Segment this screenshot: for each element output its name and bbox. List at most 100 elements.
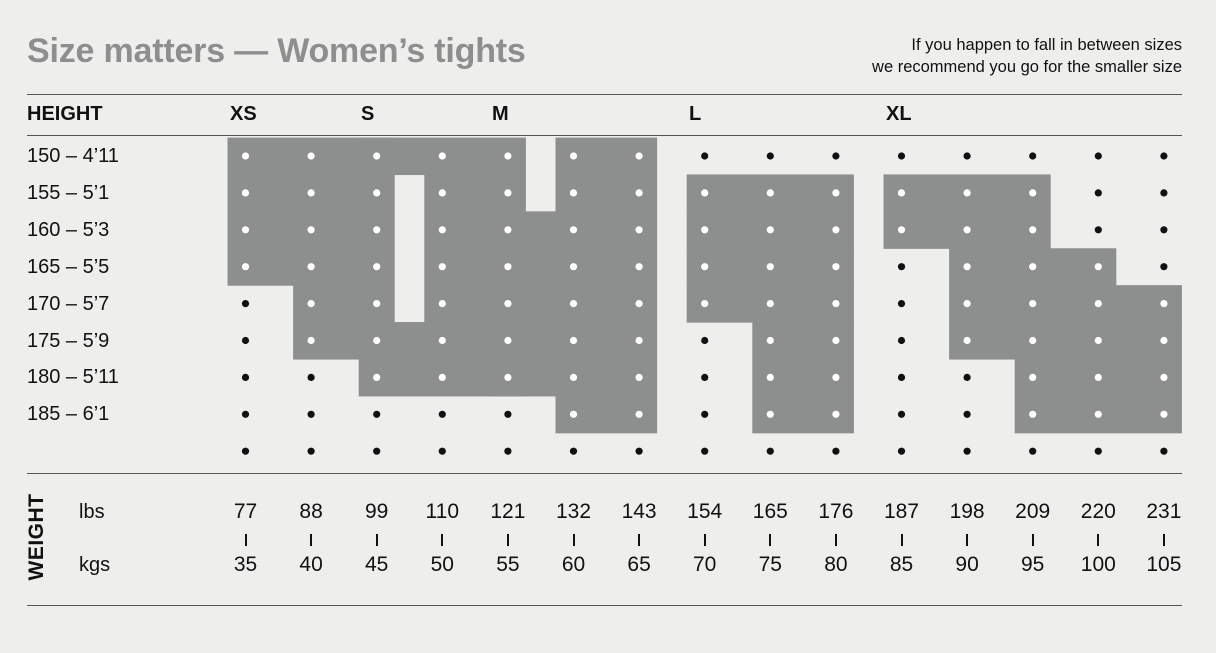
kgs-tick-label: 60: [561, 553, 586, 576]
grid-dot: [766, 152, 774, 160]
grid-dot: [1160, 300, 1168, 308]
grid-dot: [832, 152, 840, 160]
grid-dot: [897, 226, 906, 234]
weight-tick: [1162, 534, 1165, 546]
grid-dot: [701, 300, 709, 308]
grid-dot: [897, 447, 906, 455]
height-column-header: HEIGHT: [27, 103, 103, 125]
grid-dot: [438, 373, 446, 381]
lbs-tick-label: 88: [299, 500, 323, 523]
grid-dot: [307, 373, 315, 381]
grid-dot: [373, 300, 381, 308]
grid-dot: [1094, 226, 1102, 234]
grid-dot: [635, 410, 643, 418]
grid-dot: [1160, 373, 1168, 381]
grid-dot: [307, 410, 315, 418]
grid-dot: [241, 373, 250, 381]
height-row-label: 165 – 5’5: [27, 256, 110, 278]
grid-dot: [569, 263, 578, 271]
grid-dot: [1094, 189, 1102, 197]
grid-dot: [897, 336, 906, 345]
grid-dot: [569, 189, 578, 197]
weight-tick: [244, 534, 247, 546]
size-header-l: L: [689, 103, 702, 125]
weight-tick: [441, 534, 444, 546]
grid-dot: [701, 336, 709, 345]
grid-dot: [1029, 373, 1037, 381]
grid-dot: [241, 263, 250, 271]
grid-dot: [569, 447, 578, 455]
grid-dot: [1160, 152, 1168, 160]
sizing-note: If you happen to fall in between sizes w…: [872, 34, 1182, 78]
grid-dot: [701, 189, 709, 197]
lbs-tick-label: 187: [883, 500, 920, 523]
grid-dot: [1029, 189, 1037, 197]
grid-dot: [504, 263, 512, 271]
grid-dot: [1029, 336, 1037, 345]
grid-dot: [832, 410, 840, 418]
weight-tick: [506, 534, 509, 546]
bottom-rule: [27, 605, 1182, 606]
height-row-label: 155 – 5’1: [27, 182, 110, 204]
grid-dot: [504, 373, 512, 381]
grid-dot: [635, 373, 643, 381]
grid-dot: [373, 263, 381, 271]
height-row-label: 160 – 5’3: [27, 219, 110, 241]
header-rule: [27, 135, 1182, 136]
lbs-tick-label: 176: [818, 500, 854, 523]
grid-dot: [832, 447, 840, 455]
grid-dot: [504, 152, 512, 160]
top-rule: [27, 94, 1182, 95]
kgs-tick-label: 80: [824, 553, 848, 576]
grid-dot: [766, 410, 774, 418]
grid-dot: [766, 189, 774, 197]
grid-dot: [569, 373, 578, 381]
grid-dot: [1094, 447, 1102, 455]
grid-dot: [241, 300, 250, 308]
height-row-label: 175 – 5’9: [27, 330, 110, 352]
grid-dot: [701, 226, 709, 234]
height-row-label: 180 – 5’11: [27, 366, 119, 388]
grid-dot: [569, 336, 578, 345]
kgs-tick-label: 95: [1021, 553, 1045, 576]
grid-dot: [963, 263, 971, 271]
grid-dot: [963, 336, 971, 345]
weight-tick: [375, 534, 378, 546]
kgs-tick-label: 45: [365, 553, 389, 576]
grid-dot: [1094, 373, 1102, 381]
weight-tick: [1097, 534, 1100, 546]
weight-tick: [310, 534, 313, 546]
kgs-tick-label: 100: [1080, 553, 1116, 576]
grid-dot: [373, 447, 381, 455]
weight-tick: [966, 534, 969, 546]
grid-dot: [1160, 226, 1168, 234]
lbs-tick-label: 143: [621, 500, 657, 523]
grid-dot: [701, 447, 709, 455]
kgs-tick-label: 35: [233, 553, 258, 576]
grid-dot: [373, 189, 381, 197]
grid-dot: [373, 373, 381, 381]
size-header-s: S: [361, 103, 375, 125]
lbs-tick-label: 154: [687, 500, 723, 523]
lbs-tick-label: 198: [949, 500, 985, 523]
grid-dot: [963, 410, 971, 418]
grid-dot: [832, 226, 840, 234]
grid-dot: [1029, 152, 1037, 160]
grid-dot: [504, 189, 512, 197]
height-row-label: 150 – 4’11: [27, 145, 119, 167]
grid-dot: [635, 300, 643, 308]
size-region-xl: [949, 285, 1182, 323]
grid-dot: [1160, 189, 1168, 197]
weight-tick: [1031, 534, 1034, 546]
kgs-tick-label: 70: [693, 553, 717, 576]
height-row-label: 170 – 5’7: [27, 293, 110, 315]
grid-dot: [635, 189, 643, 197]
grid-dot: [438, 336, 446, 345]
kgs-unit-label: kgs: [79, 554, 111, 576]
page-title: Size matters — Women’s tights: [27, 32, 526, 70]
grid-dot: [832, 189, 840, 197]
lbs-tick-label: 231: [1146, 500, 1182, 523]
kgs-tick-label: 50: [430, 553, 454, 576]
grid-dot: [307, 336, 315, 345]
